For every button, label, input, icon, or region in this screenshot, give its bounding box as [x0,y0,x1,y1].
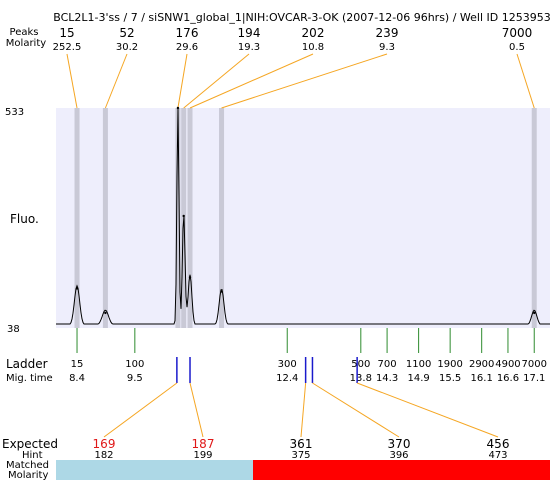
peak-size-label: 52 [119,26,134,40]
hint-value: 473 [488,450,507,461]
expected-connector [312,382,400,438]
ladder-time-label: 13.8 [350,373,372,384]
peak-size-label: 7000 [502,26,533,40]
ladder-time-label: 12.4 [276,373,298,384]
peak-molarity-label: 30.2 [116,42,138,53]
peak-point [220,290,223,293]
expected-size-label: 361 [290,437,313,451]
ladder-time-label: 14.9 [407,373,429,384]
hint-value: 375 [291,450,310,461]
peak-band [74,108,80,328]
peak-molarity-label: 29.6 [176,42,198,53]
peak-annotations: 15 252.5 52 30.2 176 29.6 194 19.3 202 10.8 239 9.3… [53,26,536,315]
ladder-time-label: 14.3 [376,373,398,384]
ladder-time-label: 15.5 [439,373,461,384]
peak-point [176,106,180,110]
hint-value: 199 [193,450,212,461]
peak-size-label: 239 [376,26,399,40]
peak-band [219,108,225,328]
peak-band [175,108,181,328]
ladder-size-label: 500 [351,359,370,370]
peak-molarity-label: 9.3 [379,42,395,53]
ladder-size-label: 15 [71,359,84,370]
ladder-size-label: 1900 [437,359,462,370]
unmatched-band [253,460,550,480]
hint-label: Hint [22,450,43,461]
y-axis-min: 38 [7,324,20,335]
expected-size-label: 187 [192,437,215,451]
plot-area [56,108,550,328]
peak-connector [104,53,128,109]
peak-point [188,276,192,279]
peak-point [75,287,79,290]
peak-point [104,311,107,315]
expected-connector [103,382,178,438]
ladder-time-label: 16.6 [497,373,519,384]
peak-molarity-label: 252.5 [53,42,82,53]
peak-size-label: 176 [176,26,199,40]
ladder-size-label: 1100 [406,359,431,370]
matched-label: Matched [6,460,49,471]
peak-connector [183,53,250,109]
ladder-size-label: 100 [125,359,144,370]
ladder-label: Ladder [6,357,48,371]
ladder-time-label: 9.5 [127,373,143,384]
ladder-size-label: 700 [378,359,397,370]
ladder-time-label: 16.1 [471,373,493,384]
peak-connector [189,53,314,109]
molarity-row-label: Molarity [6,38,46,49]
y-axis-label: Fluo. [10,212,39,226]
ladder-time-label: 8.4 [69,373,85,384]
expected-size-label: 456 [487,437,510,451]
hint-value: 396 [389,450,408,461]
matched-band [56,460,253,480]
peak-molarity-label: 10.8 [302,42,324,53]
ladder-size-label: 7000 [522,359,547,370]
ladder-size-label: 2900 [469,359,494,370]
mig-time-label: Mig. time [6,373,53,384]
peak-size-label: 15 [59,26,74,40]
y-axis-max: 533 [5,107,24,118]
peak-connector [177,53,188,109]
ladder-marks: 15 8.4 100 9.5 300 12.4 500 13.8 700 14.3 1100 14.9… [69,328,547,384]
peak-band [102,108,108,328]
expected-size-label: 370 [388,437,411,451]
peak-size-label: 202 [302,26,325,40]
expected-size-label: 169 [93,437,116,451]
peak-connector [516,53,535,109]
peak-band [531,108,537,328]
peak-band [187,108,193,328]
peaks-row-label: Peaks [10,27,39,38]
fluorescence-trace [56,107,550,325]
peak-molarity-label: 19.3 [238,42,260,53]
peak-point [533,311,536,315]
ladder-size-label: 300 [278,359,297,370]
ladder-size-label: 4900 [495,359,520,370]
ladder-time-label: 17.1 [523,373,545,384]
hint-value: 182 [94,450,113,461]
expected-connector [189,382,204,438]
expected-connector [356,382,499,438]
molarity-label: Molarity [8,470,48,480]
expected-label: Expected [2,437,58,451]
chart-title: BCL2L1-3'ss / 7 / siSNW1_global_1|NIH:OV… [53,11,550,24]
peak-connector [66,53,78,109]
peak-size-label: 194 [238,26,261,40]
expected-connector [300,382,307,438]
peak-molarity-label: 0.5 [509,42,525,53]
peak-point [182,214,185,218]
peak-connector [221,53,388,109]
